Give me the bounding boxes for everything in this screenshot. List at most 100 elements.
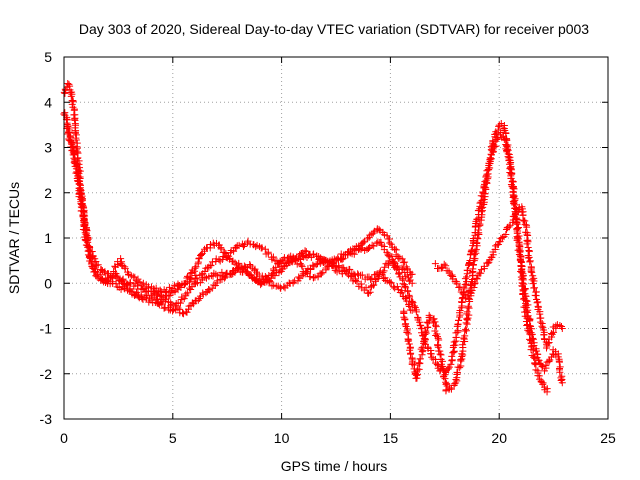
data-point (523, 231, 531, 239)
data-point (409, 299, 417, 307)
data-point (384, 252, 392, 260)
data-point (213, 277, 221, 285)
data-point (540, 331, 548, 339)
data-point (261, 245, 269, 253)
data-point (515, 223, 523, 231)
data-point (206, 240, 214, 248)
data-point (473, 275, 481, 283)
data-point (66, 132, 74, 140)
data-point (334, 255, 342, 263)
data-point (92, 272, 100, 280)
data-point (538, 322, 546, 330)
data-point (459, 288, 467, 296)
data-point (251, 265, 259, 273)
data-point (448, 271, 456, 279)
data-point (169, 284, 177, 292)
data-point (408, 279, 416, 287)
y-tick-label: -3 (40, 411, 53, 427)
data-point (183, 272, 191, 280)
data-point (542, 362, 550, 370)
data-point (525, 247, 533, 255)
x-tick-label: 10 (274, 430, 290, 446)
data-point (416, 355, 424, 363)
data-point (523, 223, 531, 231)
data-point (492, 142, 500, 150)
x-tick-label: 0 (60, 430, 68, 446)
data-point (246, 240, 254, 248)
data-point (374, 274, 382, 282)
data-point (317, 270, 325, 278)
data-point (410, 302, 418, 310)
data-point (468, 246, 476, 254)
data-point (399, 259, 407, 267)
data-point (529, 335, 537, 343)
data-point (383, 248, 391, 256)
data-point (222, 250, 230, 258)
data-point (81, 220, 89, 228)
data-point (368, 274, 376, 282)
data-point (454, 320, 462, 328)
data-point (473, 215, 481, 223)
data-point (258, 244, 266, 252)
data-point (556, 368, 564, 376)
data-point (465, 260, 473, 268)
data-point (428, 353, 436, 361)
data-point (98, 275, 106, 283)
data-point (442, 386, 450, 394)
data-point (78, 201, 86, 209)
data-point (482, 173, 490, 181)
data-point (457, 304, 465, 312)
data-point (185, 273, 193, 281)
data-point (401, 258, 409, 266)
data-point (476, 220, 484, 228)
data-point (537, 318, 545, 326)
data-point (470, 283, 478, 291)
data-point (305, 251, 313, 259)
data-point (543, 388, 551, 396)
data-point (348, 272, 356, 280)
data-point (306, 273, 314, 281)
data-point (398, 264, 406, 272)
data-point (449, 349, 457, 357)
data-point (74, 170, 82, 178)
data-point (458, 298, 465, 306)
data-point (510, 198, 518, 206)
data-point (83, 227, 91, 235)
data-point (455, 316, 463, 324)
data-point (112, 280, 120, 288)
x-tick-label: 25 (600, 430, 616, 446)
data-point (530, 284, 538, 292)
data-point (504, 153, 512, 161)
data-point (502, 230, 510, 238)
data-point (515, 238, 523, 246)
data-point (65, 80, 73, 88)
data-point (74, 177, 82, 185)
data-point (239, 242, 247, 250)
data-point (480, 182, 488, 190)
data-point (180, 279, 188, 287)
data-point (176, 299, 184, 307)
data-point (302, 248, 310, 256)
data-point (143, 294, 151, 302)
data-point (78, 195, 86, 203)
data-point (422, 327, 430, 335)
data-point (464, 302, 472, 310)
data-point (412, 308, 420, 316)
data-point (298, 261, 306, 269)
data-point (436, 350, 444, 358)
data-point (451, 341, 459, 349)
data-point (534, 356, 542, 364)
data-point (111, 262, 119, 270)
data-point (131, 273, 139, 281)
data-point (394, 262, 402, 270)
series-track-g (431, 203, 566, 352)
data-point (434, 333, 441, 341)
data-point (514, 234, 522, 242)
data-point (84, 251, 92, 259)
data-point (72, 136, 80, 144)
data-point (462, 325, 470, 333)
data-point (119, 275, 127, 283)
data-points (60, 80, 566, 396)
x-tick-labels: 0 5 10 15 20 25 (60, 430, 616, 446)
